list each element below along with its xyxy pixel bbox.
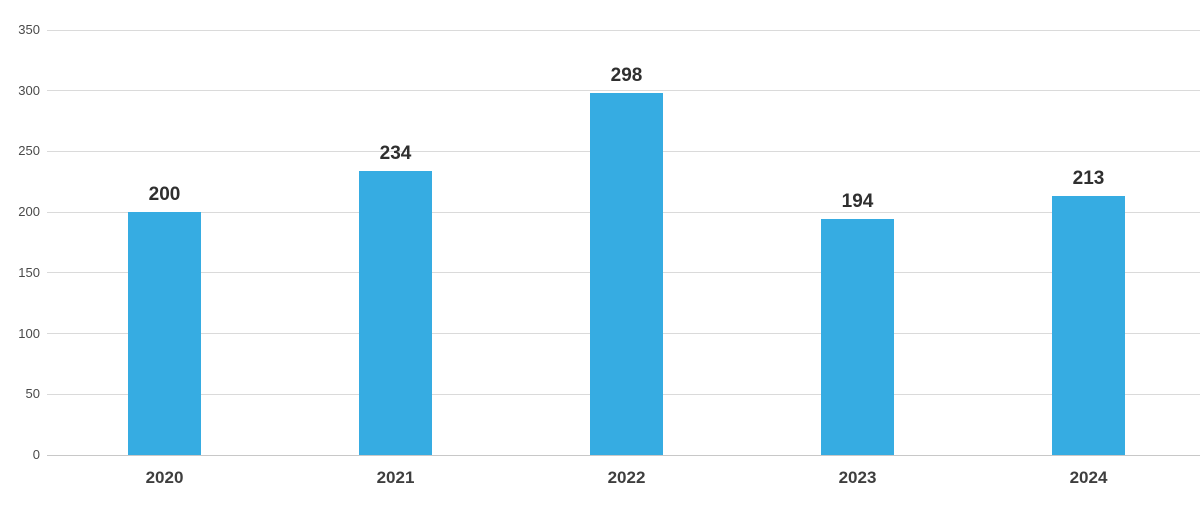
- y-axis-tick-label: 150: [18, 264, 40, 280]
- x-axis-tick-label: 2024: [1069, 468, 1108, 487]
- bar-value-label: 234: [379, 142, 412, 164]
- y-axis-tick-label: 200: [18, 204, 40, 220]
- bar-value-label: 298: [610, 65, 643, 87]
- bar-value-label: 194: [841, 191, 874, 213]
- bar-value-label: 213: [1072, 168, 1105, 190]
- y-axis-tick-label: 250: [18, 143, 40, 159]
- bar-2023: [821, 219, 894, 455]
- y-axis-tick-label: 0: [32, 447, 40, 462]
- y-axis-tick-label: 100: [18, 325, 40, 341]
- bar-2024: [1052, 196, 1125, 455]
- gridline-y-0: [47, 454, 1200, 456]
- x-axis-tick-label: 2020: [145, 468, 184, 487]
- gridline-y-300: [47, 90, 1200, 92]
- y-axis-tick-label: 350: [18, 22, 40, 37]
- plot-area: 0 50 100 150 200 250 300 350 200 2020 234 2021 298 20…: [18, 22, 1200, 487]
- bar-2020: [128, 212, 201, 455]
- y-axis-tick-label: 50: [25, 386, 40, 402]
- x-axis-tick-label: 2023: [838, 468, 877, 487]
- y-axis-tick-label: 300: [18, 82, 40, 98]
- x-axis-tick-label: 2022: [607, 468, 646, 487]
- x-axis-tick-label: 2021: [376, 468, 415, 487]
- bar-value-label: 200: [148, 184, 181, 206]
- gridline-y-350: [47, 29, 1200, 31]
- bar-2022: [590, 93, 663, 455]
- bar-2021: [359, 170, 432, 455]
